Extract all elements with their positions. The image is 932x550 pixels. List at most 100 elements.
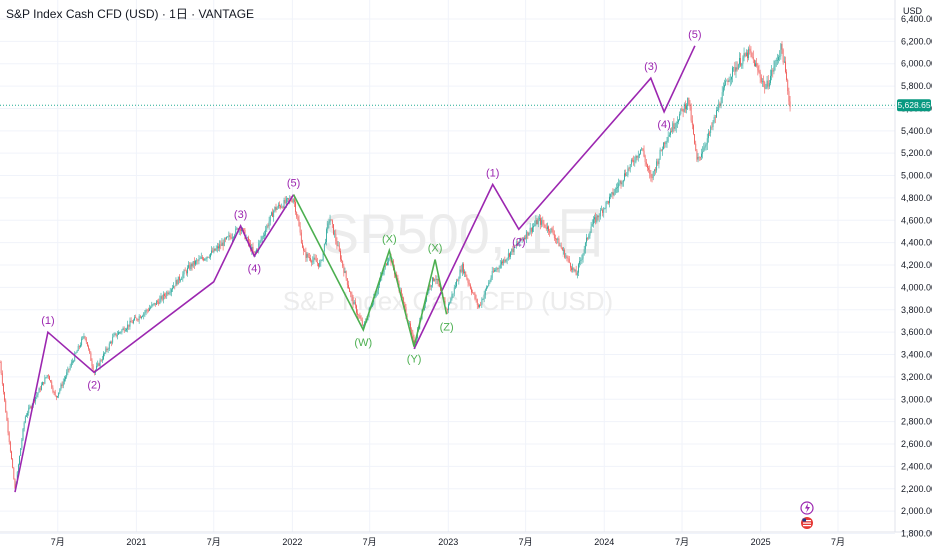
candle-body — [308, 257, 310, 259]
candle-body — [29, 406, 31, 408]
candle-body — [433, 277, 434, 281]
candle-body — [20, 448, 22, 456]
candle-body — [641, 148, 643, 150]
candle-body — [488, 282, 490, 287]
us-flag-icon[interactable] — [801, 517, 813, 529]
x-tick-label: 7月 — [831, 537, 845, 547]
lightning-icon[interactable] — [800, 501, 814, 515]
candle-body — [687, 97, 689, 106]
candle-body — [751, 52, 753, 57]
wave-label: (3) — [234, 209, 247, 221]
candle-body — [741, 63, 743, 66]
candle-body — [300, 232, 302, 244]
candle-body — [400, 289, 402, 298]
candle-body — [377, 284, 379, 291]
y-tick-label: 4,400.00 — [901, 238, 932, 248]
candle-body — [594, 217, 595, 220]
candle-body — [206, 256, 208, 259]
time-axis[interactable]: 7月 2021 7月 2022 7月 2023 7月 2024 7月 2025 7月 — [51, 537, 845, 547]
candle-body — [511, 248, 513, 252]
candle-body — [207, 256, 209, 258]
candle-body — [13, 467, 15, 480]
candle-body — [617, 187, 618, 189]
candle-body — [296, 212, 298, 217]
candle-body — [678, 120, 679, 122]
candle-body — [530, 227, 532, 232]
candle-body — [119, 332, 120, 333]
candle-body — [106, 348, 108, 350]
candle-body — [771, 70, 773, 76]
y-tick-label: 5,200.00 — [901, 148, 932, 158]
candle-body — [673, 123, 675, 129]
candle-body — [557, 238, 559, 240]
candle-body — [748, 48, 750, 58]
candle-body — [709, 132, 710, 134]
candle-body — [76, 351, 78, 353]
candle-body — [544, 224, 546, 228]
candle-body — [522, 239, 524, 240]
candle-body — [542, 220, 544, 224]
candle-body — [430, 285, 432, 287]
candle-body — [156, 301, 157, 305]
x-tick-label: 2023 — [438, 537, 458, 547]
candle-body — [41, 385, 42, 390]
candle-body — [143, 313, 145, 317]
candle-body — [177, 276, 179, 285]
x-tick-label: 7月 — [519, 537, 533, 547]
candle-body — [229, 235, 231, 237]
candle-body — [653, 169, 655, 172]
candle-body — [744, 53, 746, 57]
candle-body — [18, 464, 19, 473]
candle-body — [571, 267, 572, 271]
candle-body — [334, 233, 336, 235]
candle-body — [313, 257, 315, 260]
candle-body — [317, 262, 318, 264]
candle-body — [35, 397, 37, 402]
candle-body — [258, 243, 260, 251]
candle-body — [254, 252, 256, 253]
candle-body — [101, 359, 103, 361]
candle-body — [566, 256, 568, 258]
candle-body — [513, 245, 515, 253]
candle-body — [45, 377, 47, 378]
candle-body — [84, 336, 86, 339]
candle-body — [215, 248, 217, 251]
candle-body — [59, 389, 61, 393]
candle-body — [660, 149, 662, 151]
candle-body — [754, 59, 755, 67]
wave-label: (2) — [87, 379, 100, 391]
candle-body — [108, 343, 110, 350]
candle-body — [136, 318, 138, 320]
candle-body — [329, 219, 331, 223]
y-tick-label: 3,800.00 — [901, 305, 932, 315]
candle-body — [149, 308, 150, 311]
candle-body — [318, 263, 319, 267]
candle-body — [586, 237, 587, 243]
candle-body — [685, 104, 686, 110]
y-tick-label: 4,200.00 — [901, 260, 932, 270]
candle-body — [202, 257, 203, 259]
candle-body — [180, 279, 181, 281]
candle-body — [528, 232, 530, 236]
candle-body — [70, 362, 72, 367]
candle-body — [42, 382, 43, 386]
candle-body — [582, 253, 584, 259]
candle-body — [699, 157, 701, 158]
candle-body — [726, 80, 728, 82]
candle-body — [601, 209, 602, 211]
candle-body — [563, 249, 564, 251]
candle-body — [657, 161, 659, 165]
candle-body — [496, 267, 498, 270]
candle-body — [436, 278, 438, 281]
candle-body — [340, 251, 341, 260]
candle-body — [457, 280, 459, 282]
candle-body — [482, 299, 484, 300]
price-axis[interactable]: USD 6,400.006,200.006,000.005,800.005,60… — [901, 6, 932, 539]
candle-body — [267, 225, 269, 227]
candle-body — [185, 271, 187, 274]
candle-body — [341, 259, 342, 261]
candle-body — [629, 164, 631, 169]
candle-body — [335, 233, 337, 242]
candle-body — [572, 267, 574, 271]
